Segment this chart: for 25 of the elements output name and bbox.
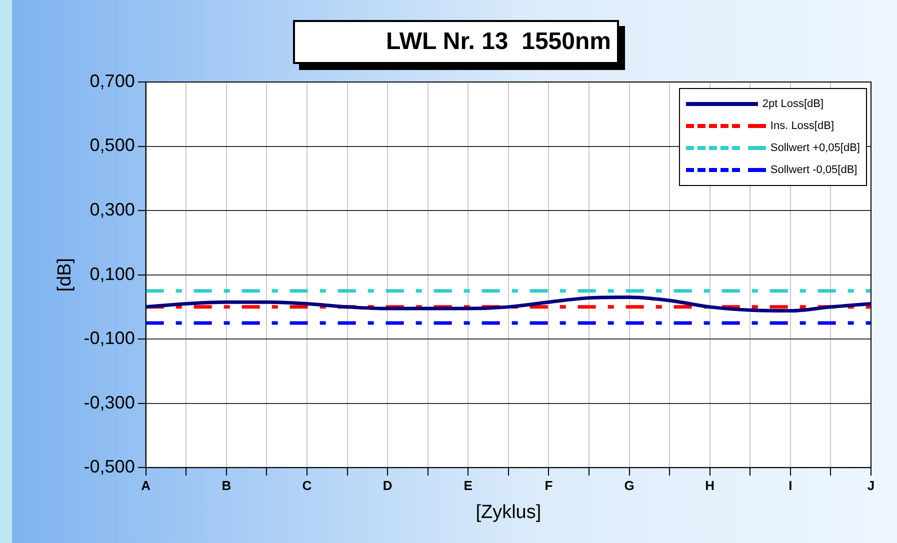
x-tick-label: D bbox=[382, 478, 392, 493]
x-tick-label: A bbox=[141, 478, 152, 493]
y-tick-label: -0,300 bbox=[84, 392, 135, 412]
x-tick-label: J bbox=[867, 478, 875, 493]
y-tick-label: 0,500 bbox=[90, 135, 135, 156]
legend-label: 2pt Loss[dB] bbox=[762, 98, 824, 110]
x-tick-label: E bbox=[464, 478, 473, 493]
x-tick-label: F bbox=[544, 478, 553, 493]
x-tick-label: C bbox=[302, 478, 312, 493]
x-axis-title: [Zyklus] bbox=[476, 502, 542, 523]
x-tick-label: G bbox=[624, 478, 634, 493]
chart-title: LWL Nr. 13 1550nm bbox=[293, 20, 619, 64]
y-tick-label: 0,700 bbox=[90, 70, 135, 91]
line-series bbox=[144, 296, 873, 313]
legend-label: Sollwert +0,05[dB] bbox=[770, 142, 860, 154]
x-tick-label: I bbox=[788, 478, 792, 493]
y-tick-label: 0,300 bbox=[90, 200, 135, 220]
x-tick-label: H bbox=[705, 478, 715, 493]
legend-label: Ins. Loss[dB] bbox=[770, 120, 834, 132]
y-tick-label: 0,100 bbox=[90, 264, 135, 284]
legend-label: Sollwert -0,05[dB] bbox=[770, 164, 858, 176]
x-tick-label: B bbox=[222, 478, 232, 493]
y-tick-label: -0,500 bbox=[84, 456, 135, 477]
y-tick-label: -0,100 bbox=[84, 328, 135, 348]
y-axis-title: [dB] bbox=[54, 258, 76, 292]
